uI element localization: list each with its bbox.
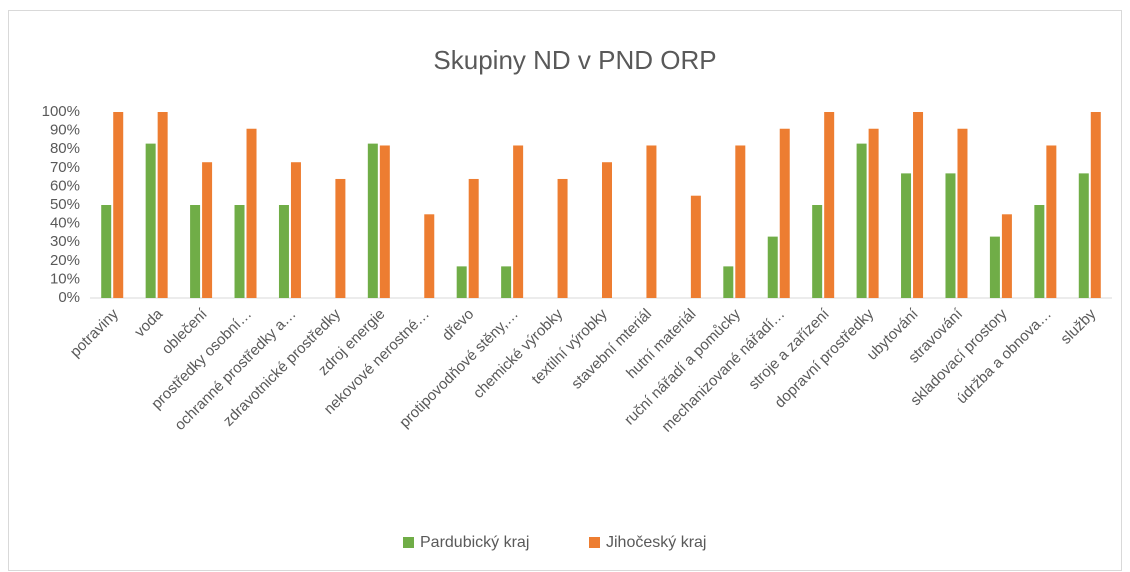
bar	[767, 236, 778, 298]
y-tick-label: 80%	[50, 140, 80, 157]
bar	[468, 178, 479, 298]
bar	[901, 173, 912, 298]
bar	[723, 266, 734, 298]
bar	[202, 162, 213, 298]
bar	[824, 112, 835, 298]
bar	[234, 205, 245, 298]
bar	[456, 266, 467, 298]
y-tick-label: 90%	[50, 122, 80, 139]
legend-swatch	[589, 537, 600, 548]
bar	[1090, 112, 1101, 298]
bar	[1001, 214, 1012, 298]
bar	[812, 205, 823, 298]
y-tick-label: 40%	[50, 215, 80, 232]
bar	[367, 143, 378, 298]
bar	[145, 143, 156, 298]
bar	[190, 205, 201, 298]
y-tick-label: 70%	[50, 159, 80, 176]
bar	[945, 173, 956, 298]
y-tick-label: 30%	[50, 233, 80, 250]
bar	[557, 178, 568, 298]
legend-label: Jihočeský kraj	[606, 534, 706, 551]
bar	[501, 266, 512, 298]
bar	[246, 128, 257, 298]
bar	[602, 162, 612, 298]
bar	[1034, 205, 1045, 298]
bar	[1078, 173, 1089, 298]
bar	[424, 214, 435, 298]
bar	[856, 143, 867, 298]
y-tick-label: 60%	[50, 177, 80, 194]
bar	[690, 195, 701, 298]
bar	[868, 128, 879, 298]
bar	[513, 145, 524, 298]
y-tick-label: 0%	[58, 289, 80, 306]
legend-swatch	[403, 537, 414, 548]
bar	[157, 112, 168, 298]
bar	[779, 128, 790, 298]
bar	[913, 112, 924, 298]
bar	[101, 205, 112, 298]
bar	[957, 128, 968, 298]
chart-title: Skupiny ND v PND ORP	[433, 45, 716, 75]
bar	[646, 145, 657, 298]
bar	[113, 112, 124, 298]
y-tick-label: 50%	[50, 196, 80, 213]
bar	[735, 145, 746, 298]
y-tick-label: 100%	[42, 103, 80, 120]
bar	[278, 205, 289, 298]
y-tick-label: 10%	[50, 270, 80, 287]
bar	[335, 178, 346, 298]
bar	[989, 236, 1000, 298]
bar	[290, 162, 301, 298]
y-tick-label: 20%	[50, 252, 80, 269]
bar	[379, 145, 390, 298]
legend-label: Pardubický kraj	[420, 534, 529, 551]
bar	[1046, 145, 1057, 298]
